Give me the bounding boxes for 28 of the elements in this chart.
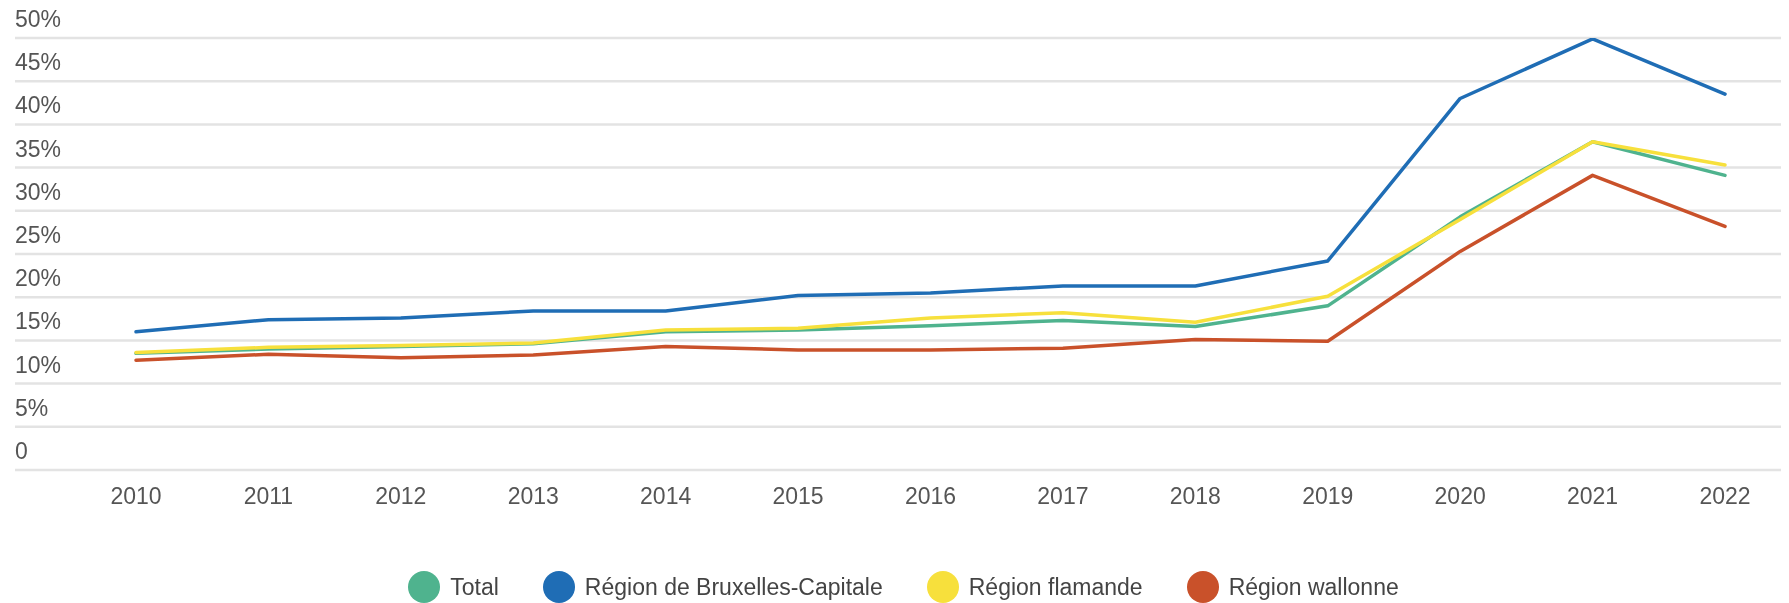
x-tick-label: 2017: [1037, 483, 1089, 510]
y-tick-label: 15%: [15, 308, 62, 335]
y-tick-label: 25%: [15, 222, 62, 248]
legend-label: Région de Bruxelles-Capitale: [584, 573, 883, 601]
x-tick-label: 2011: [243, 483, 294, 510]
y-tick-label: 45%: [15, 49, 62, 76]
y-tick-label: 0: [15, 438, 28, 464]
y-tick-label: 35%: [15, 135, 62, 162]
x-tick-label: 2010: [110, 483, 162, 510]
x-tick-label: 2019: [1302, 483, 1354, 510]
y-tick-label: 5%: [15, 394, 49, 421]
y-tick-label: 50%: [15, 6, 62, 32]
x-tick-label: 2021: [1567, 483, 1619, 510]
y-tick-label: 30%: [15, 178, 62, 205]
x-tick-label: 2020: [1434, 483, 1486, 510]
x-tick-label: 2012: [375, 483, 427, 510]
legend-label: Région flamande: [968, 573, 1143, 601]
x-tick-label: 2014: [640, 483, 692, 510]
x-tick-label: 2022: [1699, 483, 1751, 510]
y-tick-label: 10%: [15, 351, 62, 378]
legend-label: Total: [450, 573, 499, 601]
x-tick-label: 2015: [772, 483, 824, 510]
x-tick-label: 2018: [1169, 483, 1221, 510]
legend-label: Région wallonne: [1228, 573, 1399, 601]
y-tick-label: 20%: [15, 265, 62, 292]
y-tick-label: 40%: [15, 92, 62, 119]
x-tick-label: 2016: [904, 483, 957, 510]
x-tick-label: 2013: [507, 483, 559, 510]
